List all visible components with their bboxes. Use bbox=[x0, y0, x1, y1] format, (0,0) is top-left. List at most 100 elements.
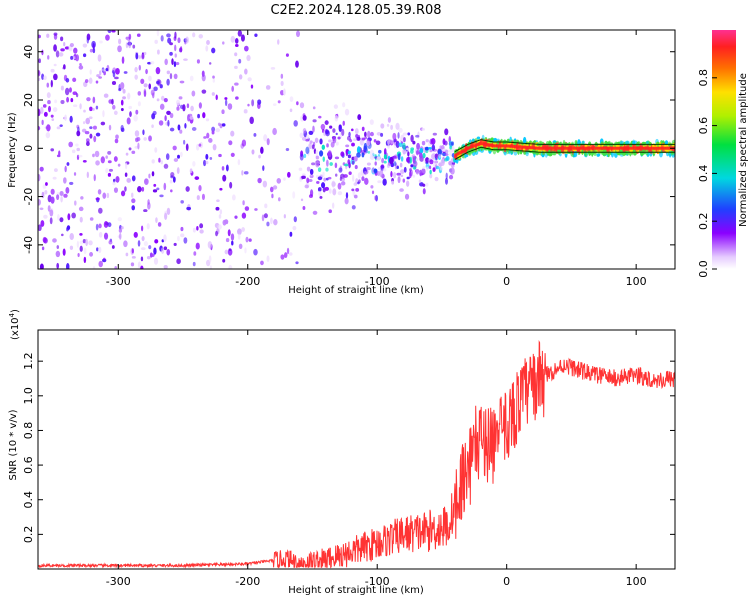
heatmap-cell bbox=[98, 246, 102, 254]
heatmap-cell bbox=[344, 163, 349, 167]
heatmap-cell bbox=[166, 78, 170, 86]
heatmap-cell bbox=[164, 115, 167, 122]
heatmap-cell bbox=[225, 237, 230, 243]
snr-xtick-label: 0 bbox=[503, 575, 510, 588]
heatmap-cell bbox=[212, 143, 217, 151]
heatmap-cells bbox=[38, 30, 675, 269]
heatmap-cell bbox=[82, 43, 88, 48]
heatmap-cell bbox=[315, 149, 319, 155]
heatmap-cell bbox=[444, 140, 448, 146]
heatmap-cell bbox=[59, 191, 64, 196]
heatmap-cell bbox=[127, 92, 131, 100]
heatmap-cell bbox=[221, 166, 225, 171]
heatmap-cell bbox=[390, 124, 393, 130]
heatmap-cell bbox=[333, 104, 338, 109]
heatmap-cell bbox=[378, 149, 382, 154]
heatmap-cell bbox=[159, 194, 164, 198]
heatmap-cell bbox=[96, 247, 99, 252]
heatmap-cell bbox=[95, 105, 99, 110]
heatmap-cell bbox=[254, 208, 258, 211]
heatmap-cell bbox=[286, 247, 290, 255]
heatmap-cell bbox=[400, 174, 404, 178]
heatmap-cell bbox=[83, 256, 87, 264]
heatmap-cell bbox=[419, 152, 423, 159]
heatmap-cell bbox=[403, 166, 407, 173]
heatmap-cell bbox=[92, 107, 95, 111]
heatmap-cell bbox=[421, 128, 426, 131]
heatmap-cell bbox=[382, 168, 387, 172]
heatmap-cell bbox=[38, 224, 42, 232]
heatmap-cell bbox=[344, 108, 350, 116]
heatmap-cell bbox=[40, 220, 45, 227]
heatmap-cell bbox=[85, 117, 91, 125]
heatmap-cell bbox=[426, 166, 429, 171]
heatmap-cell bbox=[312, 106, 316, 110]
heatmap-cell bbox=[296, 101, 299, 106]
heatmap-cell bbox=[332, 188, 337, 196]
heatmap-cell bbox=[402, 178, 406, 183]
heatmap-cell bbox=[445, 155, 450, 161]
heatmap-cell bbox=[306, 177, 310, 184]
heatmap-cell bbox=[367, 151, 371, 154]
heatmap-cell bbox=[88, 240, 93, 246]
heatmap-cell bbox=[321, 182, 326, 189]
heatmap-cell bbox=[171, 58, 174, 66]
heatmap-cell bbox=[79, 103, 82, 110]
heatmap-cell bbox=[45, 132, 51, 139]
heatmap-cell bbox=[98, 231, 103, 238]
heatmap-cell bbox=[145, 68, 148, 75]
heatmap-cell bbox=[125, 152, 129, 156]
heatmap-cell bbox=[244, 68, 248, 75]
heatmap-cell bbox=[122, 96, 126, 100]
heatmap-cell bbox=[47, 99, 51, 105]
heatmap-cell bbox=[131, 198, 136, 204]
heatmap-cell bbox=[194, 176, 200, 180]
heatmap-cell bbox=[113, 110, 118, 116]
heatmap-cell bbox=[88, 77, 93, 84]
heatmap-cell bbox=[317, 167, 322, 172]
heatmap-cell bbox=[41, 73, 45, 80]
heatmap-cell bbox=[493, 137, 498, 143]
heatmap-cell bbox=[409, 168, 412, 172]
heatmap-cell bbox=[49, 217, 53, 225]
snr-xtick-label: -300 bbox=[106, 575, 131, 588]
heatmap-cell bbox=[41, 191, 45, 199]
heatmap-cell bbox=[66, 225, 71, 231]
heatmap-cell bbox=[445, 172, 448, 179]
heatmap-cell bbox=[299, 153, 304, 161]
heatmap-cell bbox=[295, 261, 299, 265]
heatmap-cell bbox=[424, 146, 429, 151]
heatmap-cell bbox=[148, 135, 152, 142]
heatmap-cell bbox=[439, 166, 444, 171]
heatmap-cell bbox=[97, 54, 102, 62]
heatmap-cell bbox=[208, 255, 212, 263]
heatmap-cell bbox=[431, 144, 436, 151]
heatmap-cell bbox=[238, 243, 243, 250]
snr-ytick-label: 0.8 bbox=[22, 422, 35, 440]
heatmap-cell bbox=[92, 266, 96, 269]
heatmap-cell bbox=[249, 116, 254, 125]
heatmap-cell bbox=[399, 188, 404, 192]
heatmap-cell bbox=[191, 127, 197, 132]
heatmap-cell bbox=[231, 85, 234, 92]
heatmap-cell bbox=[86, 138, 90, 143]
heatmap-cell bbox=[219, 187, 223, 191]
heatmap-cell bbox=[69, 43, 74, 48]
heatmap-cell bbox=[92, 47, 96, 54]
heatmap-cell bbox=[312, 210, 318, 215]
heatmap-cell bbox=[389, 139, 394, 144]
heatmap-cell bbox=[163, 182, 167, 191]
heatmap-cell bbox=[102, 192, 107, 199]
heatmap-cell bbox=[419, 147, 424, 154]
heatmap-cell bbox=[196, 195, 200, 201]
heatmap-cell bbox=[262, 165, 265, 171]
heatmap-cell bbox=[293, 216, 297, 223]
heatmap-cell bbox=[229, 181, 233, 189]
heatmap-cell bbox=[319, 150, 324, 157]
heatmap-cell bbox=[56, 262, 60, 269]
heatmap-cell bbox=[138, 64, 142, 71]
heatmap-cell bbox=[380, 132, 384, 137]
heatmap-cell bbox=[180, 226, 184, 232]
heatmap-cell bbox=[156, 187, 160, 191]
heatmap-cell bbox=[243, 171, 249, 175]
